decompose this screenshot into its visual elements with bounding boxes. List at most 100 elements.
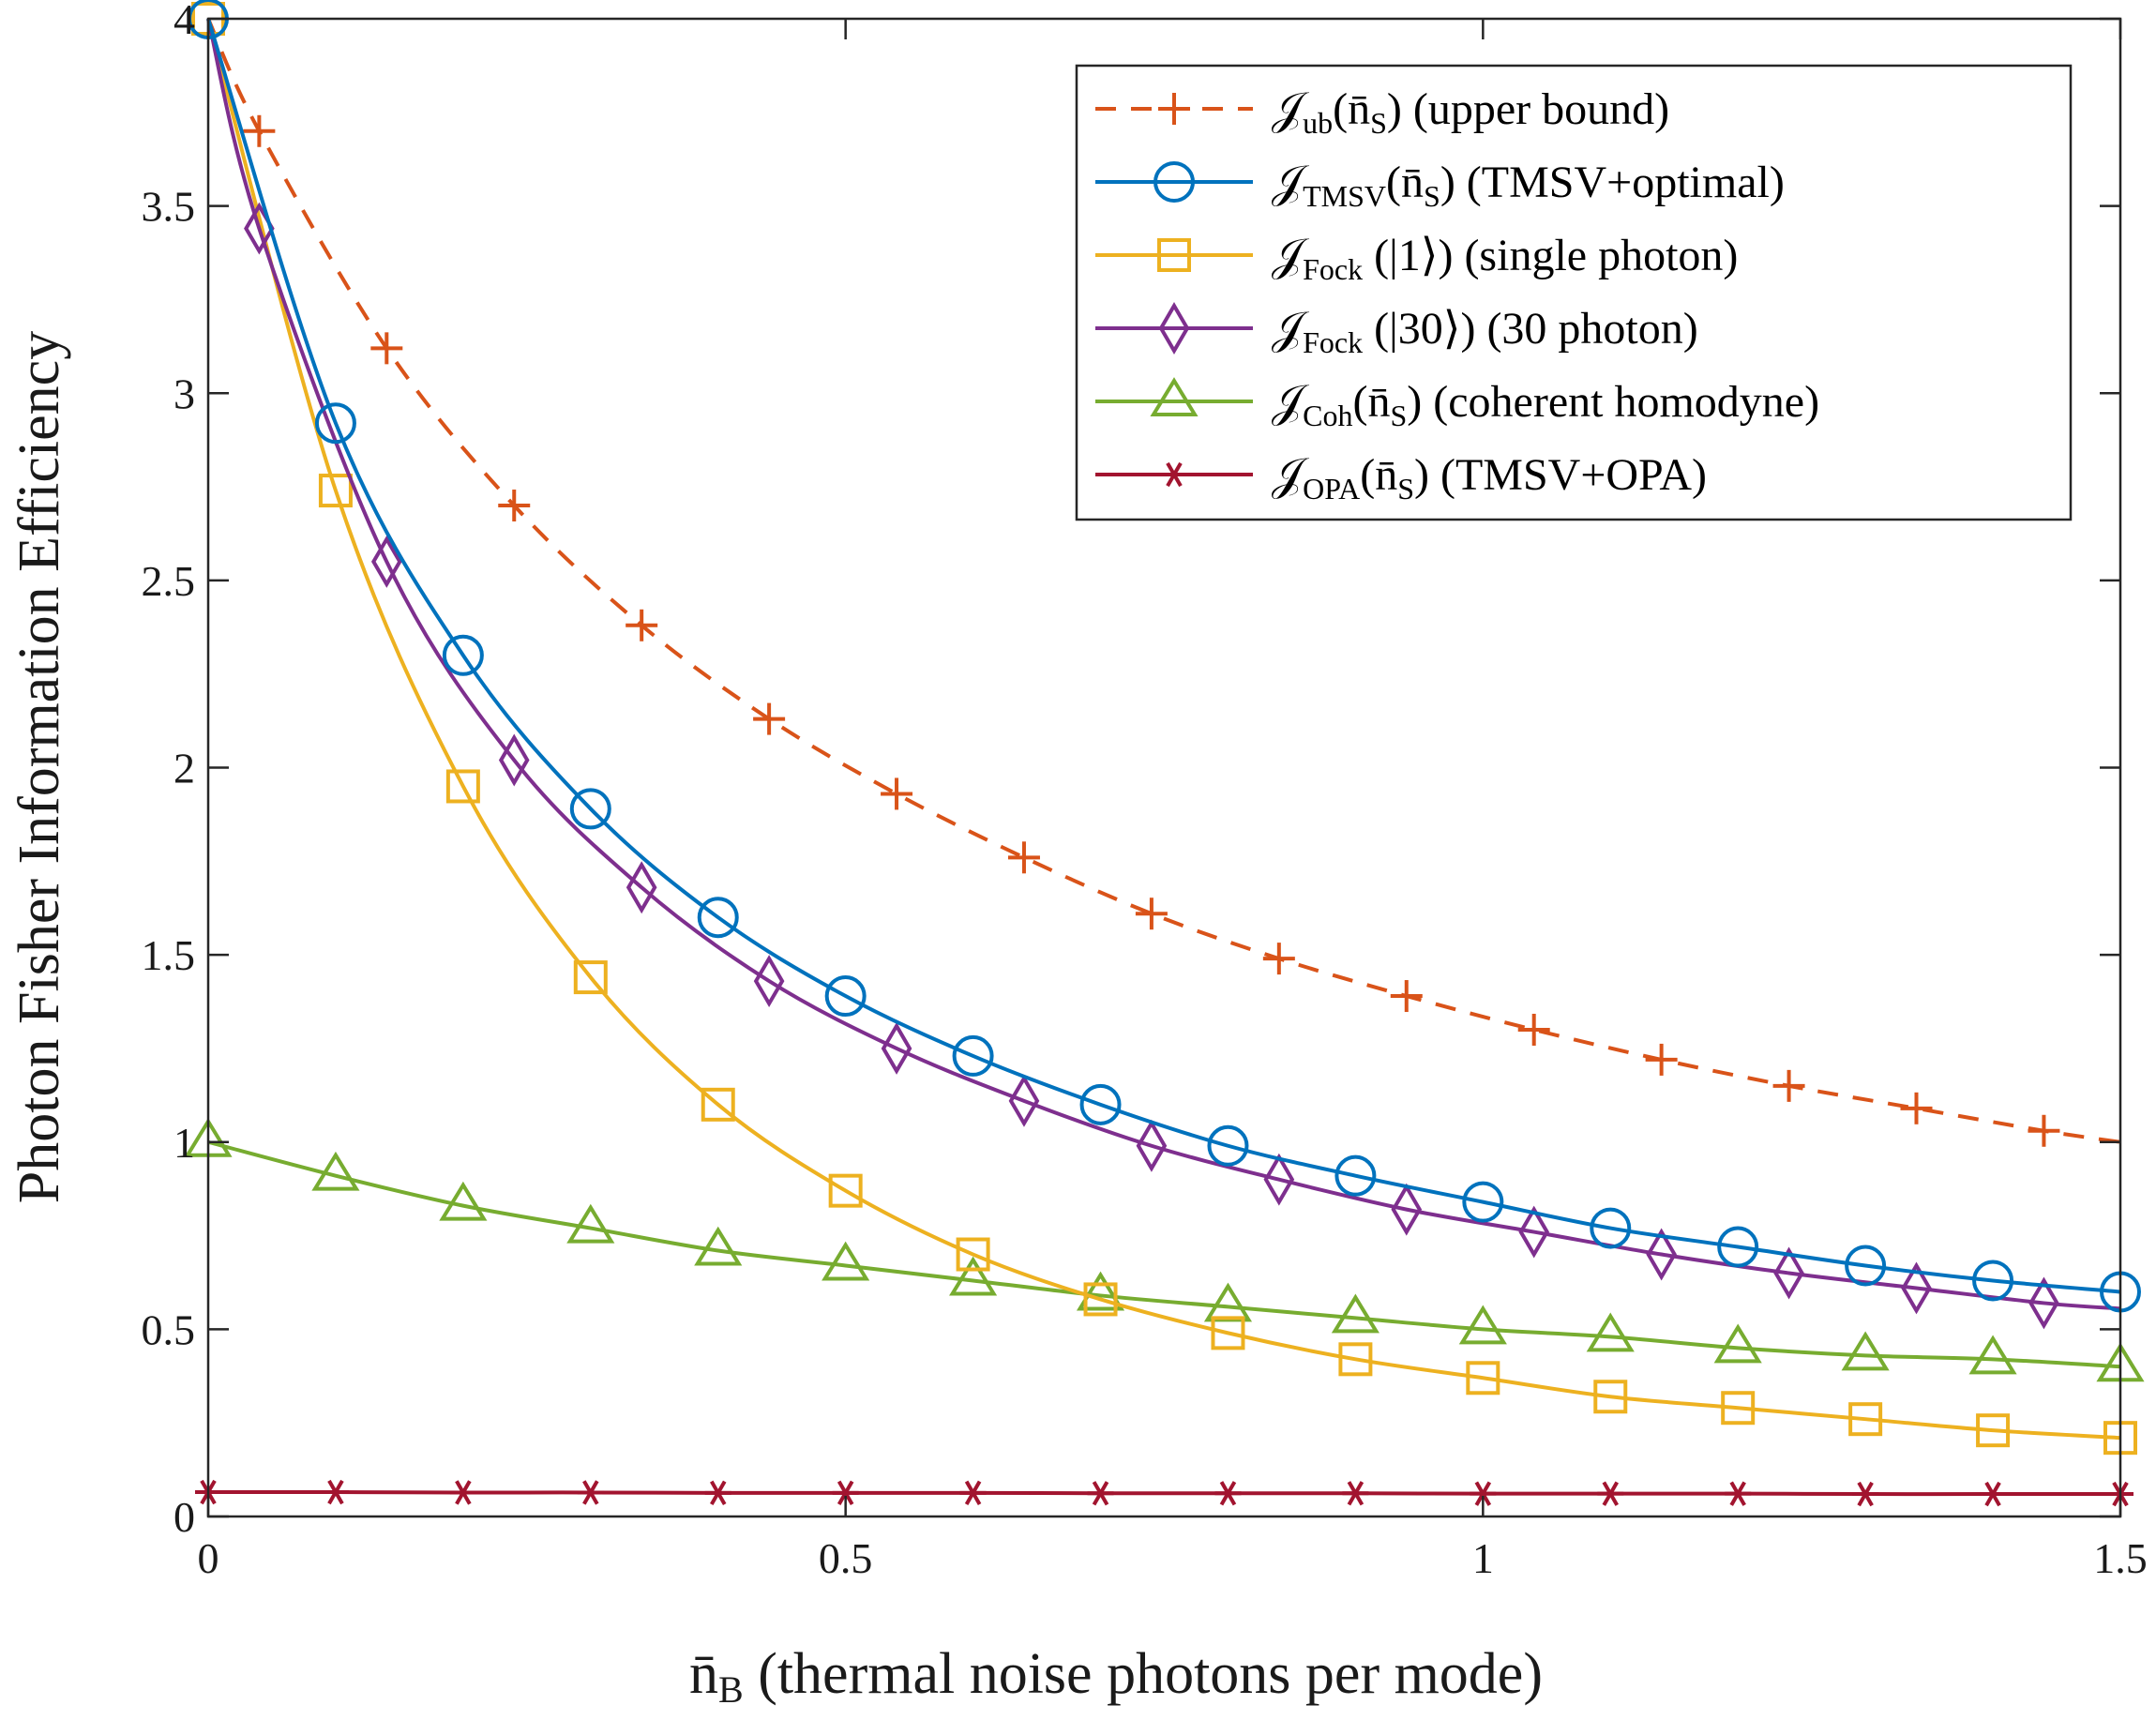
data-point-marker: [449, 1480, 476, 1505]
data-point-marker: [1390, 980, 1423, 1013]
data-point-marker: [1470, 1481, 1497, 1506]
y-tick-label: 2.5: [142, 557, 196, 605]
y-tick-label: 0: [173, 1493, 195, 1541]
data-point-marker: [1079, 1083, 1122, 1125]
tick-labels: 0 0.5 1 1.5 0 0.5 1 1.5 2 2.5 3 3.5 4: [142, 0, 2148, 1582]
data-point-marker: [569, 788, 611, 830]
data-point-marker: [1334, 1154, 1377, 1197]
data-point-marker: [566, 1203, 615, 1244]
legend-label: 𝒥ub(n̄S) (upper bound): [1272, 84, 1669, 140]
data-point-marker: [952, 1034, 994, 1077]
data-point-marker: [1721, 1391, 1756, 1426]
data-point-marker: [314, 402, 356, 445]
x-tick-label: 1: [1472, 1534, 1494, 1582]
x-axis-label: n̄B (thermal noise photons per mode): [689, 1642, 1543, 1711]
data-point-marker: [445, 769, 480, 804]
data-point-marker: [1773, 1246, 1804, 1300]
data-point-marker: [1852, 1481, 1879, 1507]
x-axis-label-text: (thermal noise photons per mode): [744, 1642, 1543, 1706]
data-point-marker: [1007, 841, 1040, 874]
legend-box: [1075, 64, 2073, 521]
data-point-marker: [949, 1256, 998, 1296]
data-point-marker: [1645, 1043, 1678, 1076]
data-point-marker: [1008, 1074, 1040, 1127]
y-axis-label: Photon Fisher Information Efficiency: [8, 331, 71, 1203]
y-tick-label: 3: [173, 370, 195, 417]
x-tick-label: 1.5: [2093, 1534, 2148, 1582]
data-point-marker: [322, 1479, 349, 1505]
data-point-marker: [1713, 1323, 1762, 1364]
data-point-marker: [1517, 1013, 1550, 1046]
data-point-marker: [318, 474, 353, 508]
data-point-marker: [577, 1480, 604, 1505]
data-point-marker: [243, 114, 276, 147]
data-point-marker: [959, 1480, 987, 1506]
series-line: [207, 1139, 2121, 1369]
legend-label: 𝒥Fock (|1⟩) (single photon): [1272, 231, 1738, 286]
legend-marker: [1161, 461, 1187, 488]
legend-entry: 𝒥Fock (|1⟩) (single photon): [1095, 231, 1738, 286]
data-point-marker: [881, 1021, 912, 1075]
data-point-marker: [1597, 1481, 1624, 1506]
series-30-photon: [206, 18, 2121, 1330]
data-point-marker: [1646, 1228, 1677, 1281]
data-point-marker: [832, 1480, 859, 1506]
data-point-marker: [694, 1226, 743, 1266]
data-point-marker: [824, 975, 867, 1018]
data-point-marker: [1211, 1316, 1245, 1350]
data-point-marker: [1725, 1481, 1752, 1506]
data-point-marker: [1518, 1205, 1550, 1259]
x-tick-label: 0: [198, 1534, 219, 1582]
data-point-marker: [1976, 1413, 2011, 1448]
x-tick-label: 0.5: [819, 1534, 873, 1582]
data-point-marker: [704, 1480, 731, 1506]
data-point-marker: [626, 861, 657, 914]
data-point-marker: [1076, 1271, 1125, 1311]
data-point-marker: [439, 1181, 488, 1221]
data-point-marker: [1845, 1245, 1887, 1287]
data-point-marker: [370, 332, 403, 365]
legend-marker: [1158, 302, 1190, 355]
data-point-marker: [1083, 1282, 1118, 1317]
data-point-marker: [1331, 1293, 1380, 1334]
y-tick-label: 0.5: [142, 1305, 196, 1353]
series-tmsv-optimal: [188, 0, 2141, 1313]
data-point-marker: [1717, 1226, 1759, 1268]
data-point-marker: [1901, 1261, 1932, 1315]
data-point-marker: [1263, 1153, 1295, 1206]
data-point-marker: [442, 634, 484, 676]
data-point-marker: [1900, 1092, 1933, 1124]
data-point-marker: [1980, 1481, 2007, 1507]
y-tick-label: 1: [173, 1119, 195, 1167]
data-point-marker: [1087, 1481, 1114, 1506]
data-point-marker: [626, 609, 658, 641]
legend-marker: [1157, 238, 1191, 272]
series-upper-bound: [206, 18, 2121, 1147]
data-point-marker: [1968, 1335, 2017, 1375]
data-point-marker: [822, 1241, 870, 1281]
data-point-marker: [956, 1237, 990, 1272]
data-point-marker: [1136, 1119, 1168, 1172]
legend-label: 𝒥Coh(n̄S) (coherent homodyne): [1272, 377, 1819, 432]
data-point-marker: [1458, 1305, 1507, 1345]
data-point-marker: [881, 777, 913, 810]
legend-marker: [1150, 377, 1199, 416]
data-point-marker: [1972, 1260, 2014, 1302]
series-line: [206, 18, 2121, 1294]
data-point-marker: [1586, 1312, 1635, 1352]
legend-entry: 𝒥ub(n̄S) (upper bound): [1095, 84, 1669, 140]
y-tick-label: 4: [173, 0, 195, 43]
data-point-marker: [1135, 898, 1168, 930]
series-layer: [184, 0, 2145, 1507]
legend-marker: [1153, 161, 1195, 203]
data-point-marker: [1338, 1342, 1373, 1377]
data-point-marker: [1207, 1124, 1249, 1167]
legend: 𝒥ub(n̄S) (upper bound) 𝒥TMSV(n̄S) (TMSV+o…: [1075, 64, 2073, 521]
data-point-marker: [2028, 1114, 2060, 1147]
series-line: [207, 1490, 2120, 1497]
x-axis-label-symbol: n̄: [689, 1642, 718, 1706]
data-point-marker: [1772, 1069, 1805, 1102]
series-line: [206, 18, 2121, 1311]
axes: [206, 17, 2122, 1518]
